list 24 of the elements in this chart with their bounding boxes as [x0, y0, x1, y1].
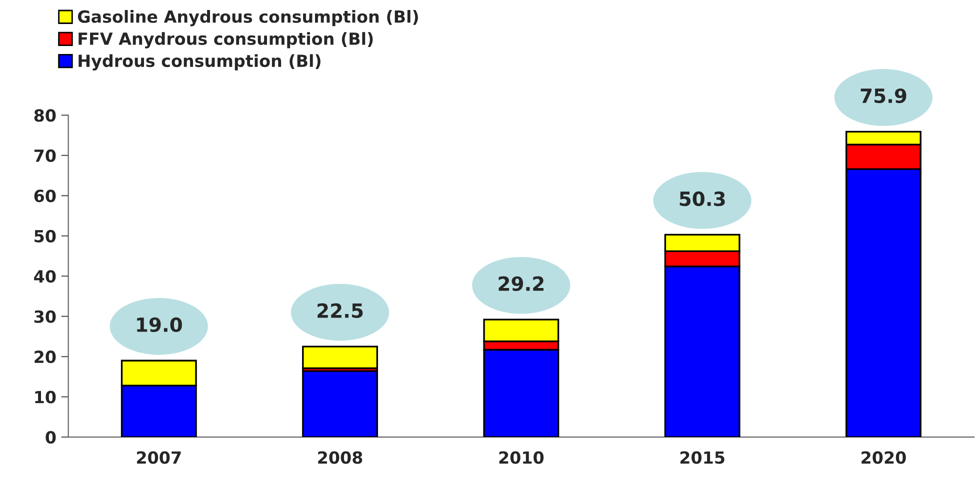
y-tick-label: 50 — [34, 230, 56, 242]
y-tick-label: 10 — [35, 390, 56, 404]
y-tick-label: 20 — [34, 350, 56, 364]
x-tick-label: 2015 — [680, 451, 724, 464]
y-tick-label: 70 — [34, 149, 56, 162]
y-tick-label: 60 — [34, 190, 56, 202]
y-tick-label: 80 — [34, 109, 56, 122]
legend-label: Gasoline Anydrous consumption (Bl) — [78, 10, 418, 26]
y-tick-label: 40 — [34, 270, 56, 283]
total-label: 22.5 — [318, 303, 363, 318]
legend-label: Hydrous consumption (Bl) — [78, 54, 320, 70]
total-label: 75.9 — [860, 88, 906, 104]
x-tick-label: 2007 — [137, 451, 181, 464]
legend-label: FFV Anydrous consumption (Bl) — [78, 32, 373, 48]
bar — [302, 346, 378, 370]
total-label: 19.0 — [137, 317, 182, 332]
x-tick-label: 2008 — [318, 451, 362, 464]
total-label: 29.2 — [498, 276, 544, 292]
bar — [302, 370, 378, 438]
x-tick-label: 2020 — [862, 451, 906, 464]
total-label: 50.3 — [680, 191, 725, 206]
x-tick-label: 2010 — [499, 451, 544, 464]
y-tick-label: 0 — [46, 431, 56, 444]
y-tick-label: 30 — [34, 310, 56, 323]
